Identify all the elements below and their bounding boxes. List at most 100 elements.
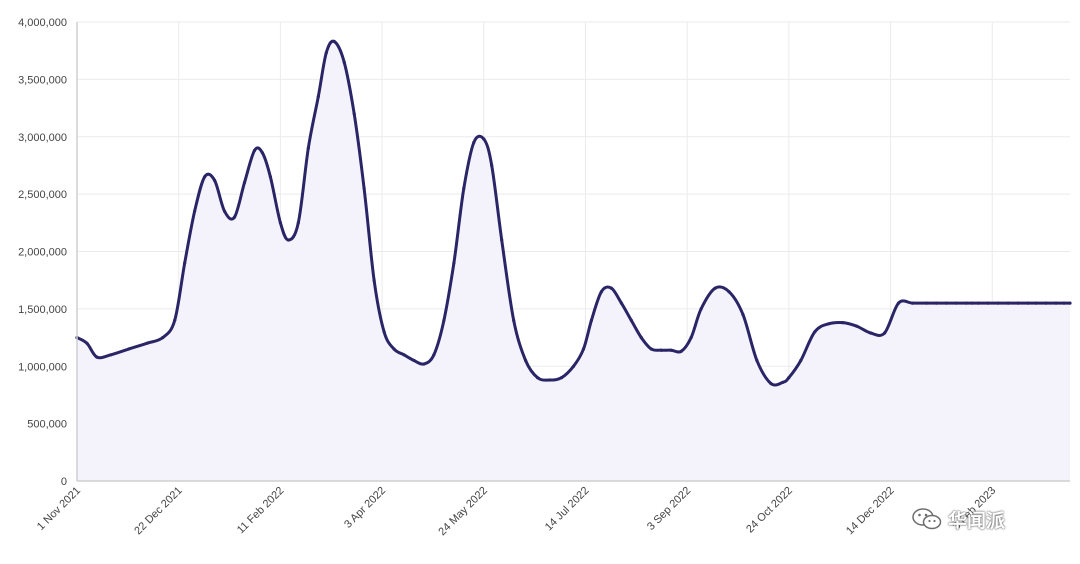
- data-point: [462, 186, 466, 190]
- data-point: [799, 358, 803, 363]
- data-point: [679, 349, 683, 353]
- data-point: [362, 186, 366, 190]
- data-point: [260, 151, 264, 155]
- data-point: [787, 376, 791, 380]
- data-point: [669, 348, 673, 352]
- data-point: [223, 209, 227, 213]
- y-tick-label: 3,000,000: [18, 132, 67, 144]
- data-point: [713, 286, 717, 290]
- y-tick-label: 2,000,000: [18, 247, 67, 259]
- data-point: [1044, 301, 1048, 305]
- data-point: [755, 358, 759, 363]
- data-point: [392, 347, 396, 351]
- data-point: [1062, 301, 1066, 305]
- data-point: [599, 290, 604, 294]
- data-point: [173, 318, 177, 322]
- data-point: [324, 51, 328, 55]
- data-point: [127, 347, 131, 351]
- data-point: [402, 353, 406, 357]
- data-point: [970, 301, 974, 305]
- x-tick-label: 3 Apr 2022: [342, 485, 388, 531]
- y-tick-label: 500,000: [27, 419, 67, 431]
- data-point: [145, 341, 149, 345]
- x-tick-label: 24 Oct 2022: [744, 485, 795, 536]
- data-point: [964, 301, 968, 305]
- data-point: [472, 140, 476, 145]
- data-point: [193, 209, 197, 213]
- data-point: [500, 238, 504, 242]
- data-point: [422, 362, 426, 366]
- x-tick-label: 22 Dec 2021: [132, 485, 185, 538]
- data-point: [372, 278, 376, 282]
- data-point: [1026, 301, 1030, 305]
- data-point: [699, 307, 703, 311]
- y-tick-label: 1,000,000: [18, 361, 67, 373]
- data-point: [85, 341, 89, 345]
- data-point: [242, 181, 247, 185]
- data-point: [548, 378, 552, 382]
- data-point: [482, 137, 486, 141]
- x-tick-label: 11 Feb 2022: [235, 485, 287, 537]
- data-point: [649, 347, 653, 351]
- y-tick-label: 1,500,000: [18, 304, 67, 316]
- data-point: [976, 301, 980, 305]
- x-tick-label: 1 Nov 2021: [35, 485, 83, 533]
- data-point: [1068, 301, 1072, 305]
- wechat-icon: [912, 508, 942, 530]
- data-point: [581, 347, 586, 351]
- data-point: [589, 318, 594, 322]
- data-point: [781, 380, 785, 384]
- data-point: [452, 261, 456, 265]
- data-point: [161, 336, 165, 340]
- data-point: [278, 221, 282, 225]
- data-point: [934, 301, 939, 305]
- data-point: [1016, 301, 1020, 305]
- data-point: [741, 313, 745, 317]
- data-point: [252, 148, 257, 153]
- data-point: [855, 324, 859, 328]
- data-point: [286, 238, 290, 242]
- x-tick-label: 14 Dec 2022: [844, 485, 897, 538]
- data-point: [609, 286, 614, 290]
- data-point: [769, 381, 773, 386]
- data-point: [352, 112, 356, 116]
- data-point: [232, 215, 237, 219]
- data-point: [986, 301, 990, 305]
- data-point: [306, 146, 310, 150]
- data-point: [512, 318, 516, 322]
- data-point: [883, 331, 887, 335]
- data-point: [342, 60, 346, 64]
- data-point: [183, 261, 187, 265]
- y-axis-ticks: 0 500,000 1,000,000 1,500,000 2,000,000 2,500…: [18, 17, 67, 488]
- data-point: [213, 178, 217, 182]
- x-axis-ticks: 1 Nov 2021 22 Dec 2021 11 Feb 2022 3 Apr 20…: [35, 485, 999, 538]
- watermark: 华闻派: [912, 506, 1005, 532]
- data-point: [1054, 301, 1058, 305]
- series-area: [77, 41, 1070, 481]
- data-point: [629, 318, 633, 322]
- data-point: [727, 290, 731, 294]
- data-point: [432, 353, 436, 357]
- data-point: [954, 301, 958, 305]
- y-tick-label: 4,000,000: [18, 17, 67, 29]
- data-point: [689, 336, 693, 340]
- data-point: [910, 301, 915, 305]
- data-point: [316, 95, 320, 99]
- data-point: [869, 331, 873, 335]
- data-point: [659, 348, 663, 352]
- data-point: [382, 330, 386, 334]
- data-point: [827, 322, 831, 326]
- watermark-text: 华闻派: [948, 509, 1006, 532]
- data-point: [268, 175, 272, 179]
- data-point: [639, 336, 643, 340]
- y-tick-label: 3,500,000: [18, 74, 67, 86]
- data-point: [442, 318, 446, 322]
- data-point: [412, 358, 416, 363]
- data-point: [571, 364, 576, 368]
- data-point: [332, 39, 336, 44]
- data-point: [524, 358, 528, 363]
- data-point: [841, 321, 845, 325]
- data-point: [536, 376, 540, 380]
- x-tick-label: 24 May 2022: [436, 485, 489, 538]
